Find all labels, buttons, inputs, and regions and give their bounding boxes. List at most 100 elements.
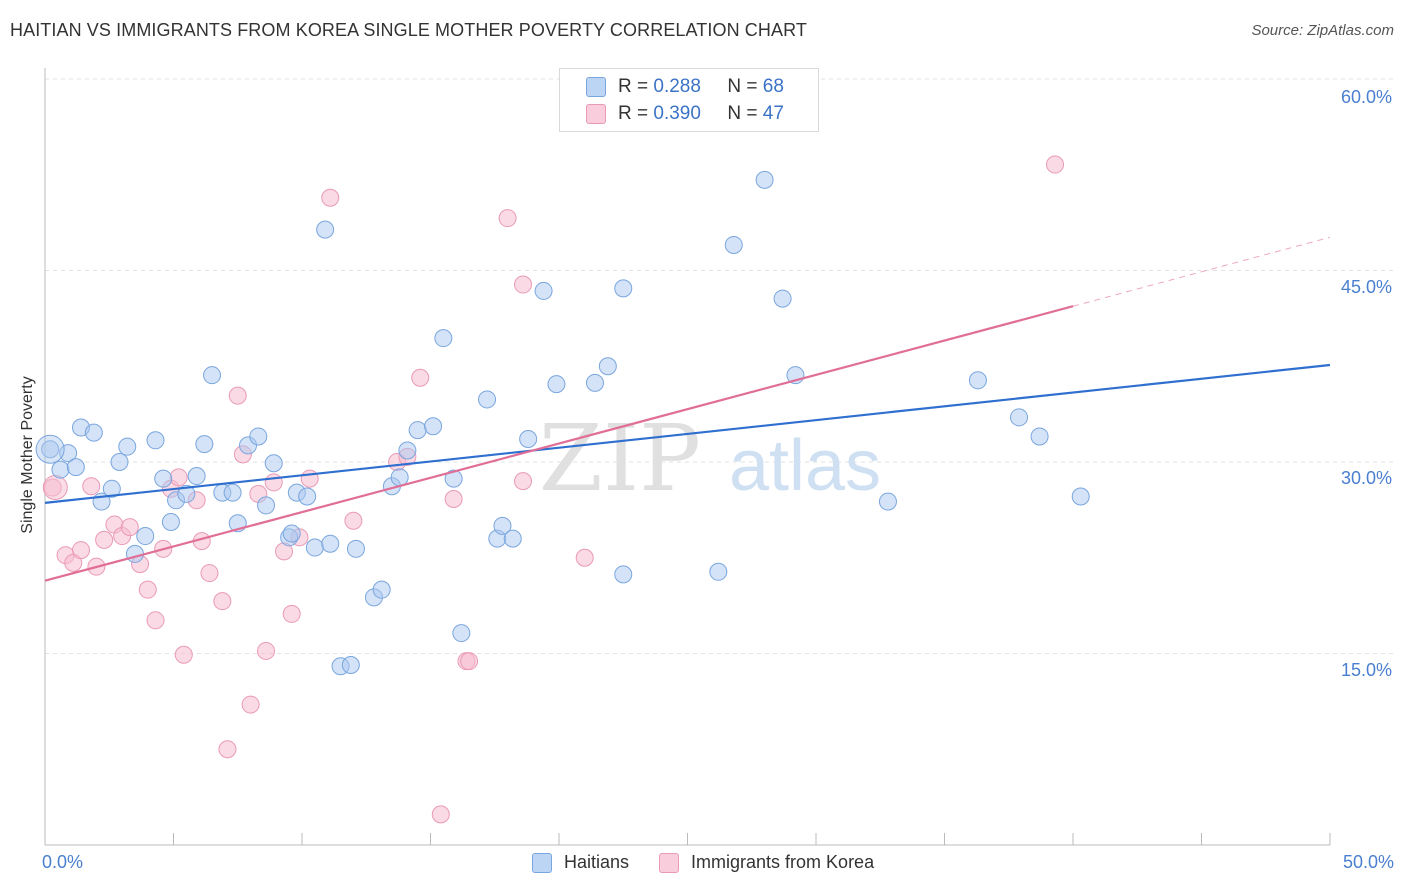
- legend-row-haitians: R = 0.288 N = 68: [586, 75, 784, 99]
- series-haitians-points: [35, 170, 1090, 676]
- haitians-point: [372, 580, 391, 599]
- haitians-point: [66, 458, 85, 477]
- legend-label: Haitians: [564, 852, 630, 872]
- haitians-point: [161, 513, 180, 532]
- x-tick-label: 50.0%: [1342, 852, 1394, 872]
- korea-point: [431, 805, 450, 824]
- n-label: N =: [727, 76, 758, 97]
- korea-point: [411, 368, 430, 387]
- korea-point: [120, 518, 139, 537]
- haitians-point: [146, 431, 165, 450]
- haitians-point: [724, 235, 743, 254]
- korea-point: [82, 477, 101, 496]
- y-axis-label: Single Mother Poverty: [19, 376, 36, 534]
- haitians-point: [424, 417, 443, 436]
- haitians-point: [614, 279, 633, 298]
- haitians-point: [187, 467, 206, 486]
- korea-point: [498, 209, 517, 228]
- haitians-point: [434, 329, 453, 348]
- haitians-point: [878, 492, 897, 511]
- haitians-point-large: [35, 434, 65, 464]
- legend-row-korea: R = 0.390 N = 47: [586, 102, 784, 126]
- korea-point: [200, 564, 219, 583]
- haitians-point: [444, 469, 463, 488]
- korea-point: [264, 473, 283, 492]
- haitians-point: [282, 524, 301, 543]
- y-tick-label: 45.0%: [1340, 277, 1392, 297]
- korea-point: [344, 511, 363, 530]
- r-value: 0.390: [653, 103, 701, 124]
- haitians-point: [264, 454, 283, 473]
- trend-lines: [44, 236, 1331, 582]
- haitians-point: [195, 435, 214, 454]
- haitians-point: [154, 469, 173, 488]
- haitians-point: [968, 371, 987, 390]
- haitians-point: [398, 441, 417, 460]
- series-legend: Haitians Immigrants from Korea: [532, 852, 904, 873]
- haitians-point: [177, 484, 196, 503]
- haitians-point: [249, 427, 268, 446]
- korea-point: [174, 645, 193, 664]
- korea-point: [514, 275, 533, 294]
- chart-title: HAITIAN VS IMMIGRANTS FROM KOREA SINGLE …: [10, 20, 807, 40]
- watermark: ZIP atlas: [539, 405, 881, 512]
- legend-swatch-pink: [659, 852, 680, 873]
- korea-point: [444, 490, 463, 509]
- n-value: 68: [762, 76, 784, 97]
- korea-point: [460, 652, 479, 671]
- haitians-point: [223, 483, 242, 502]
- haitians-point: [503, 529, 522, 548]
- haitians-point: [346, 539, 365, 558]
- haitians-point: [493, 516, 512, 535]
- haitians-point: [136, 527, 155, 546]
- haitians-point: [408, 421, 427, 440]
- haitians-point: [585, 373, 604, 392]
- source-label: Source: ZipAtlas.com: [1251, 22, 1394, 39]
- haitians-point: [257, 496, 276, 515]
- haitians-point: [519, 430, 538, 449]
- korea-point: [321, 188, 340, 207]
- haitians-point: [547, 375, 566, 394]
- korea-point: [241, 695, 260, 714]
- korea-point: [71, 541, 90, 560]
- haitians-point: [452, 624, 471, 643]
- korea-point: [257, 641, 276, 660]
- legend-swatch-blue: [586, 77, 606, 97]
- watermark-zip: ZIP: [539, 405, 701, 512]
- korea-point: [514, 472, 533, 491]
- haitians-point: [1030, 427, 1049, 446]
- korea-point: [218, 740, 237, 759]
- haitians-point: [102, 479, 121, 498]
- haitians-point: [534, 281, 553, 300]
- series-korea-points: [42, 155, 1065, 824]
- haitians-point: [478, 390, 497, 409]
- haitians-point: [321, 534, 340, 553]
- legend-item-korea[interactable]: Immigrants from Korea: [659, 852, 874, 873]
- korea-point: [575, 548, 594, 567]
- haitians-point: [598, 357, 617, 376]
- haitians-point: [316, 220, 335, 239]
- haitians-point: [203, 366, 222, 385]
- legend-label: Immigrants from Korea: [691, 852, 875, 872]
- haitians-point: [305, 538, 324, 557]
- haitians-point: [709, 562, 728, 581]
- legend-swatch-pink: [586, 104, 606, 124]
- haitians-point: [298, 487, 317, 506]
- legend-item-haitians[interactable]: Haitians: [532, 852, 629, 873]
- y-tick-label: 15.0%: [1340, 660, 1392, 680]
- legend-swatch-blue: [532, 852, 552, 873]
- haitians-point: [390, 468, 409, 487]
- r-label: R =: [618, 76, 649, 97]
- n-value: 47: [762, 103, 784, 124]
- korea-point: [213, 592, 232, 611]
- korea-point: [138, 580, 157, 599]
- korea-point: [146, 611, 165, 630]
- korea-point: [169, 468, 188, 487]
- haitians-point: [1010, 408, 1029, 427]
- haitians-point: [84, 423, 103, 442]
- haitians-point: [755, 170, 774, 189]
- korea-trend-line: [44, 305, 1074, 582]
- korea-point: [1046, 155, 1065, 174]
- watermark-atlas: atlas: [729, 426, 881, 506]
- haitians-point: [341, 655, 360, 674]
